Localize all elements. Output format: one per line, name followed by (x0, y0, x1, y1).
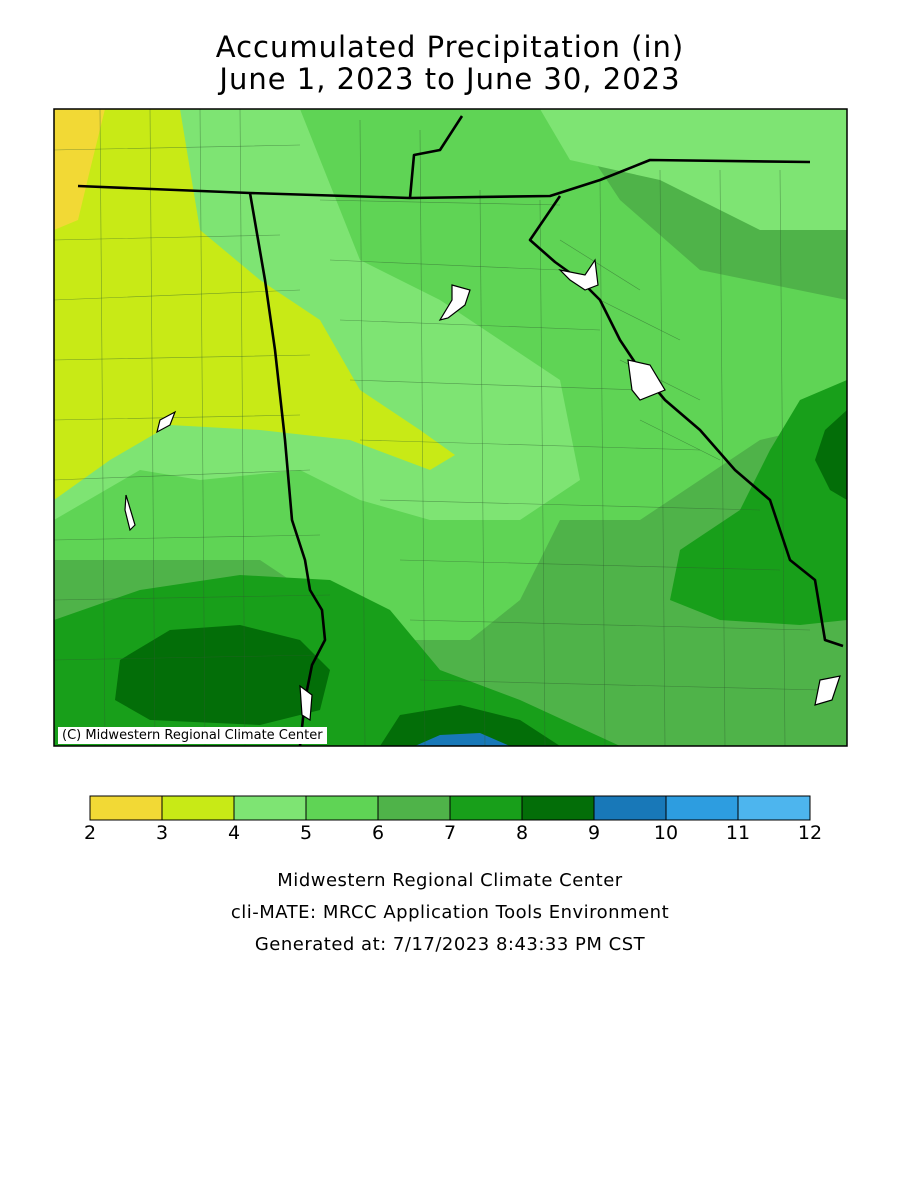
precipitation-contours (54, 109, 847, 746)
legend-swatch (305, 795, 379, 821)
legend-tick-label: 3 (155, 822, 169, 844)
map-subtitle: June 1, 2023 to June 30, 2023 (219, 62, 681, 96)
legend-swatch (161, 795, 235, 821)
legend-tick-label: 4 (227, 822, 241, 844)
footer-generated: Generated at: 7/17/2023 8:43:33 PM CST (254, 934, 646, 955)
legend-swatch (377, 795, 451, 821)
contour-9-10 (415, 733, 510, 746)
legend-tick-label: 7 (443, 822, 457, 844)
legend-tick-label: 2 (83, 822, 97, 844)
map-credit: (C) Midwestern Regional Climate Center (58, 727, 327, 744)
map-frame (53, 108, 848, 747)
contour-4-5-ne (540, 109, 847, 230)
legend-swatch (521, 795, 595, 821)
county-lines (54, 109, 821, 746)
legend-tick-label: 9 (587, 822, 601, 844)
legend-tick-label: 8 (515, 822, 529, 844)
legend-tick-label: 6 (371, 822, 385, 844)
footer-tool: cli-MATE: MRCC Application Tools Environ… (230, 902, 670, 923)
legend-swatch (593, 795, 667, 821)
legend-swatch (89, 795, 163, 821)
contour-2-3 (54, 109, 105, 230)
legend-swatch (449, 795, 523, 821)
legend-swatch (737, 795, 811, 821)
legend-tick-label: 5 (299, 822, 313, 844)
legend-tick-label: 10 (653, 822, 679, 844)
legend-tick-label: 11 (725, 822, 751, 844)
contour-7-8-e (670, 380, 847, 625)
legend-colorbar (89, 795, 811, 821)
map-title: Accumulated Precipitation (in) (215, 30, 685, 64)
contour-3-4 (54, 109, 455, 500)
legend-tick-label: 12 (797, 822, 823, 844)
footer-organization: Midwestern Regional Climate Center (277, 870, 623, 891)
state-boundaries (77, 115, 844, 746)
contour-8-9-sw (115, 625, 330, 725)
lakes (124, 258, 841, 722)
contour-8-9-e (815, 410, 847, 500)
legend-swatch (233, 795, 307, 821)
legend-swatch (665, 795, 739, 821)
